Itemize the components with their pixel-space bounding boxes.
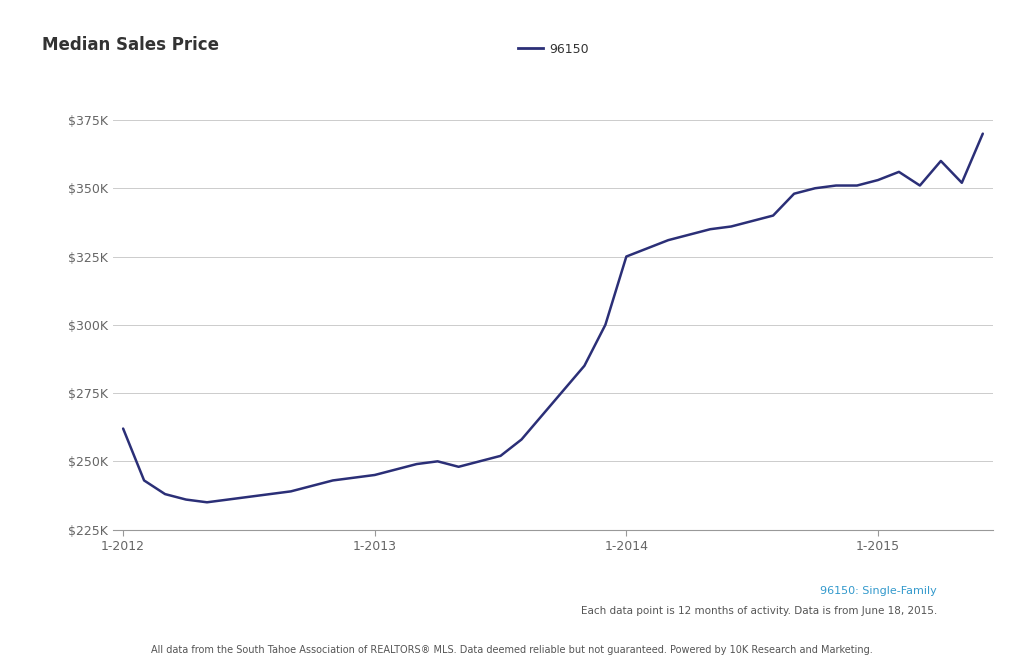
Text: Each data point is 12 months of activity. Data is from June 18, 2015.: Each data point is 12 months of activity… [581,606,937,616]
Legend: 96150: 96150 [513,38,593,61]
Text: All data from the South Tahoe Association of REALTORS® MLS. Data deemed reliable: All data from the South Tahoe Associatio… [152,645,872,655]
Text: Median Sales Price: Median Sales Price [42,36,219,54]
Text: 96150: Single-Family: 96150: Single-Family [820,586,937,596]
